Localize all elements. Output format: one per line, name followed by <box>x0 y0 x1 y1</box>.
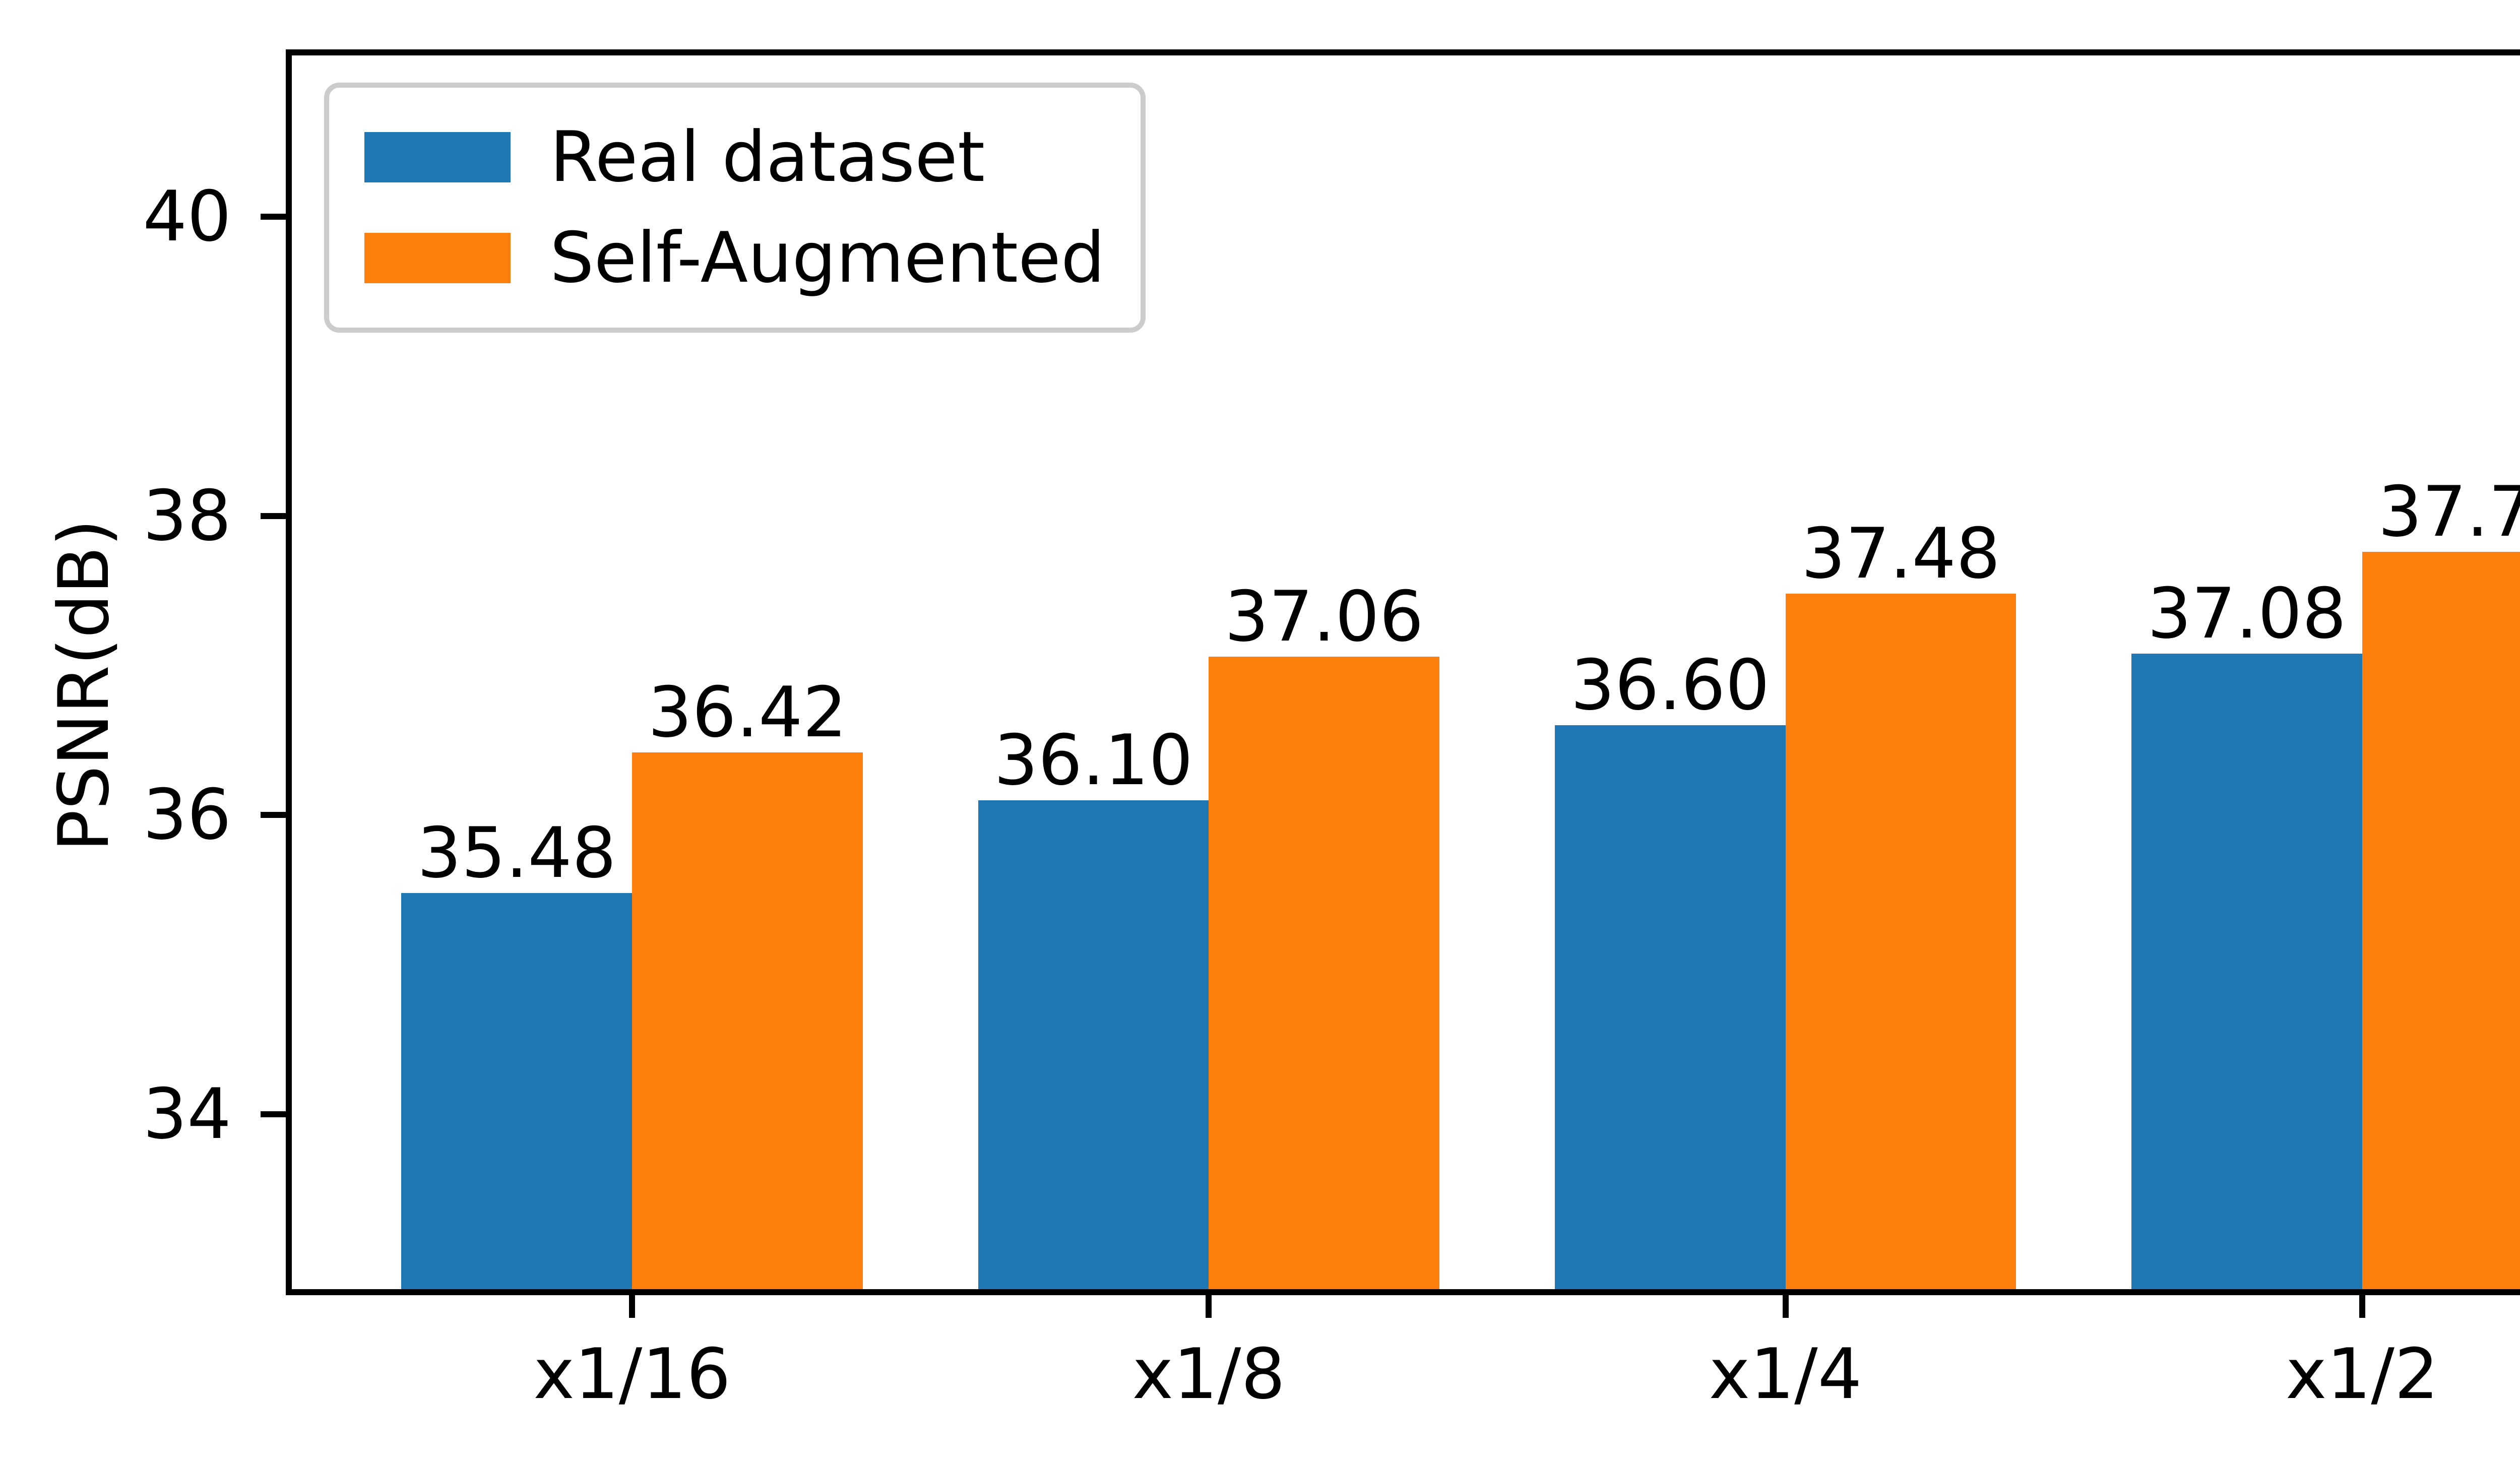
legend-item-real-dataset: Real dataset <box>364 119 1105 196</box>
bar-value-label: 37.76 <box>2378 471 2520 553</box>
bar-value-label: 36.42 <box>648 671 847 753</box>
self-augmented-swatch <box>364 232 511 283</box>
bar-x1/8-Real dataset <box>978 800 1209 1289</box>
x-tick-label: x1/2 <box>2285 1333 2439 1415</box>
bar-x1/2-Self-Augmented <box>2362 552 2520 1289</box>
x-tick-label: x1/16 <box>533 1333 731 1415</box>
y-tick-label: 40 <box>143 176 231 258</box>
bar-x1/16-Real dataset <box>401 893 633 1289</box>
y-tick-mark <box>261 214 286 220</box>
y-tick-mark <box>261 812 286 818</box>
x-tick-mark <box>629 1295 636 1318</box>
x-tick-label: x1/4 <box>1709 1333 1862 1415</box>
y-tick-label: 38 <box>143 475 231 556</box>
x-tick-mark <box>1206 1295 1212 1318</box>
plot-area: 35.48 36.42 36.10 37.06 36.60 37.48 37.08 37.76… <box>143 49 2520 1409</box>
bar-value-label: 37.08 <box>2147 573 2347 655</box>
y-axis-label: PSNR(dB) <box>43 519 124 852</box>
bar-x1/8-Self-Augmented <box>1209 656 1439 1289</box>
legend-label: Real dataset <box>550 116 985 198</box>
y-tick-label: 34 <box>143 1073 231 1155</box>
bar-value-label: 35.48 <box>417 812 616 894</box>
x-tick-label: x1/8 <box>1132 1333 1286 1415</box>
y-tick-mark <box>261 1111 286 1117</box>
bar-x1/16-Self-Augmented <box>632 752 863 1289</box>
x-tick-mark <box>1782 1295 1789 1318</box>
legend: Real dataset Self-Augmented <box>324 83 1146 333</box>
y-tick-label: 36 <box>143 774 231 856</box>
bar-x1/4-Self-Augmented <box>1785 594 2017 1289</box>
bar-value-label: 36.10 <box>993 719 1193 801</box>
real-dataset-swatch <box>364 132 511 182</box>
bar-value-label: 36.60 <box>1570 645 1770 726</box>
bar-x1/4-Real dataset <box>1554 725 1786 1289</box>
bar-x1/2-Real dataset <box>2131 653 2362 1289</box>
bar-value-label: 37.06 <box>1224 576 1424 657</box>
legend-item-self-augmented: Self-Augmented <box>364 217 1105 298</box>
y-tick-mark <box>261 513 286 519</box>
legend-label: Self-Augmented <box>550 217 1105 298</box>
x-tick-mark <box>2359 1295 2365 1318</box>
bar-value-label: 37.48 <box>1801 513 2000 595</box>
